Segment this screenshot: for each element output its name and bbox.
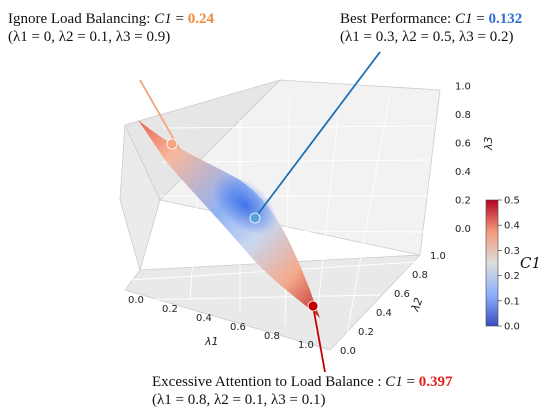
y-tick-label: 0.8 — [412, 270, 428, 281]
annotation-excess-params: (λ1 = 0.8, λ2 = 0.1, λ3 = 0.1) — [152, 392, 326, 408]
y-tick-label: 0.0 — [340, 346, 356, 357]
z-tick-label: 0.6 — [455, 139, 471, 150]
y-tick-label: 0.2 — [358, 327, 374, 338]
ignore-pointer-line — [139, 79, 181, 151]
annotation-best: Best Performance: C1 = 0.132 (λ1 = 0.3, … — [340, 11, 523, 45]
annotation-lines — [139, 51, 381, 373]
x-tick-label: 0.8 — [264, 331, 280, 342]
z-tick-label: 1.0 — [455, 82, 471, 93]
colorbar: 0.0 0.1 0.2 0.3 0.4 0.5 C1 — [485, 196, 541, 333]
annotation-ignore-value: 0.24 — [187, 11, 214, 27]
annotation-ignore-metric: C1 — [154, 11, 172, 27]
annotation-best-params: (λ1 = 0.3, λ2 = 0.5, λ3 = 0.2) — [340, 29, 514, 45]
y-axis-label: λ2 — [408, 296, 425, 314]
colorbar-tick-label: 0.2 — [504, 271, 520, 282]
excess-point-marker — [307, 300, 319, 312]
colorbar-tick-label: 0.0 — [504, 322, 520, 333]
colorbar-tick-label: 0.3 — [504, 246, 520, 257]
annotation-excess: Excessive Attention to Load Balance : C1… — [152, 374, 453, 408]
z-axis-label: λ3 — [482, 136, 495, 151]
best-point-marker — [249, 212, 261, 224]
axis-ticks: 0.00.20.40.60.81.00.00.20.40.60.81.00.00… — [128, 82, 471, 358]
annotation-best-label: Best Performance: — [340, 11, 452, 27]
x-tick-label: 0.0 — [128, 295, 144, 306]
annotation-ignore-label: Ignore Load Balancing: — [8, 11, 151, 27]
data-points — [166, 138, 319, 312]
z-tick-label: 0.4 — [455, 167, 471, 178]
annotation-excess-metric: C1 — [385, 374, 403, 390]
colorbar-tick-label: 0.4 — [504, 221, 520, 232]
best-pointer-line — [254, 51, 381, 219]
x-tick-label: 1.0 — [298, 340, 314, 351]
annotation-best-metric: C1 — [454, 11, 473, 27]
excess-pointer-line — [312, 305, 326, 373]
annotation-excess-value: 0.397 — [418, 374, 453, 390]
z-tick-label: 0.0 — [455, 224, 471, 235]
ignore-point-marker — [166, 138, 178, 150]
y-tick-label: 0.6 — [394, 289, 410, 300]
y-tick-label: 0.4 — [376, 308, 392, 319]
x-tick-label: 0.2 — [162, 304, 178, 315]
annotation-ignore-params: (λ1 = 0, λ2 = 0.1, λ3 = 0.9) — [8, 29, 171, 45]
colorbar-tick-label: 0.1 — [504, 296, 520, 307]
annotation-ignore: Ignore Load Balancing: C1 = 0.24 (λ1 = 0… — [8, 11, 214, 45]
colorbar-tick-label: 0.5 — [504, 196, 520, 207]
x-tick-label: 0.6 — [230, 322, 246, 333]
annotation-best-value: 0.132 — [488, 11, 523, 27]
surface — [138, 120, 320, 318]
colorbar-gradient — [485, 199, 499, 327]
colorbar-label: C1 — [520, 254, 541, 272]
colorbar-ticks: 0.0 0.1 0.2 0.3 0.4 0.5 — [498, 196, 520, 333]
annotation-excess-label: Excessive Attention to Load Balance : — [152, 374, 382, 390]
x-axis-label: λ1 — [204, 335, 219, 348]
z-tick-label: 0.2 — [455, 196, 471, 207]
y-tick-label: 1.0 — [430, 251, 446, 262]
x-tick-label: 0.4 — [196, 313, 212, 324]
z-tick-label: 0.8 — [455, 110, 471, 121]
